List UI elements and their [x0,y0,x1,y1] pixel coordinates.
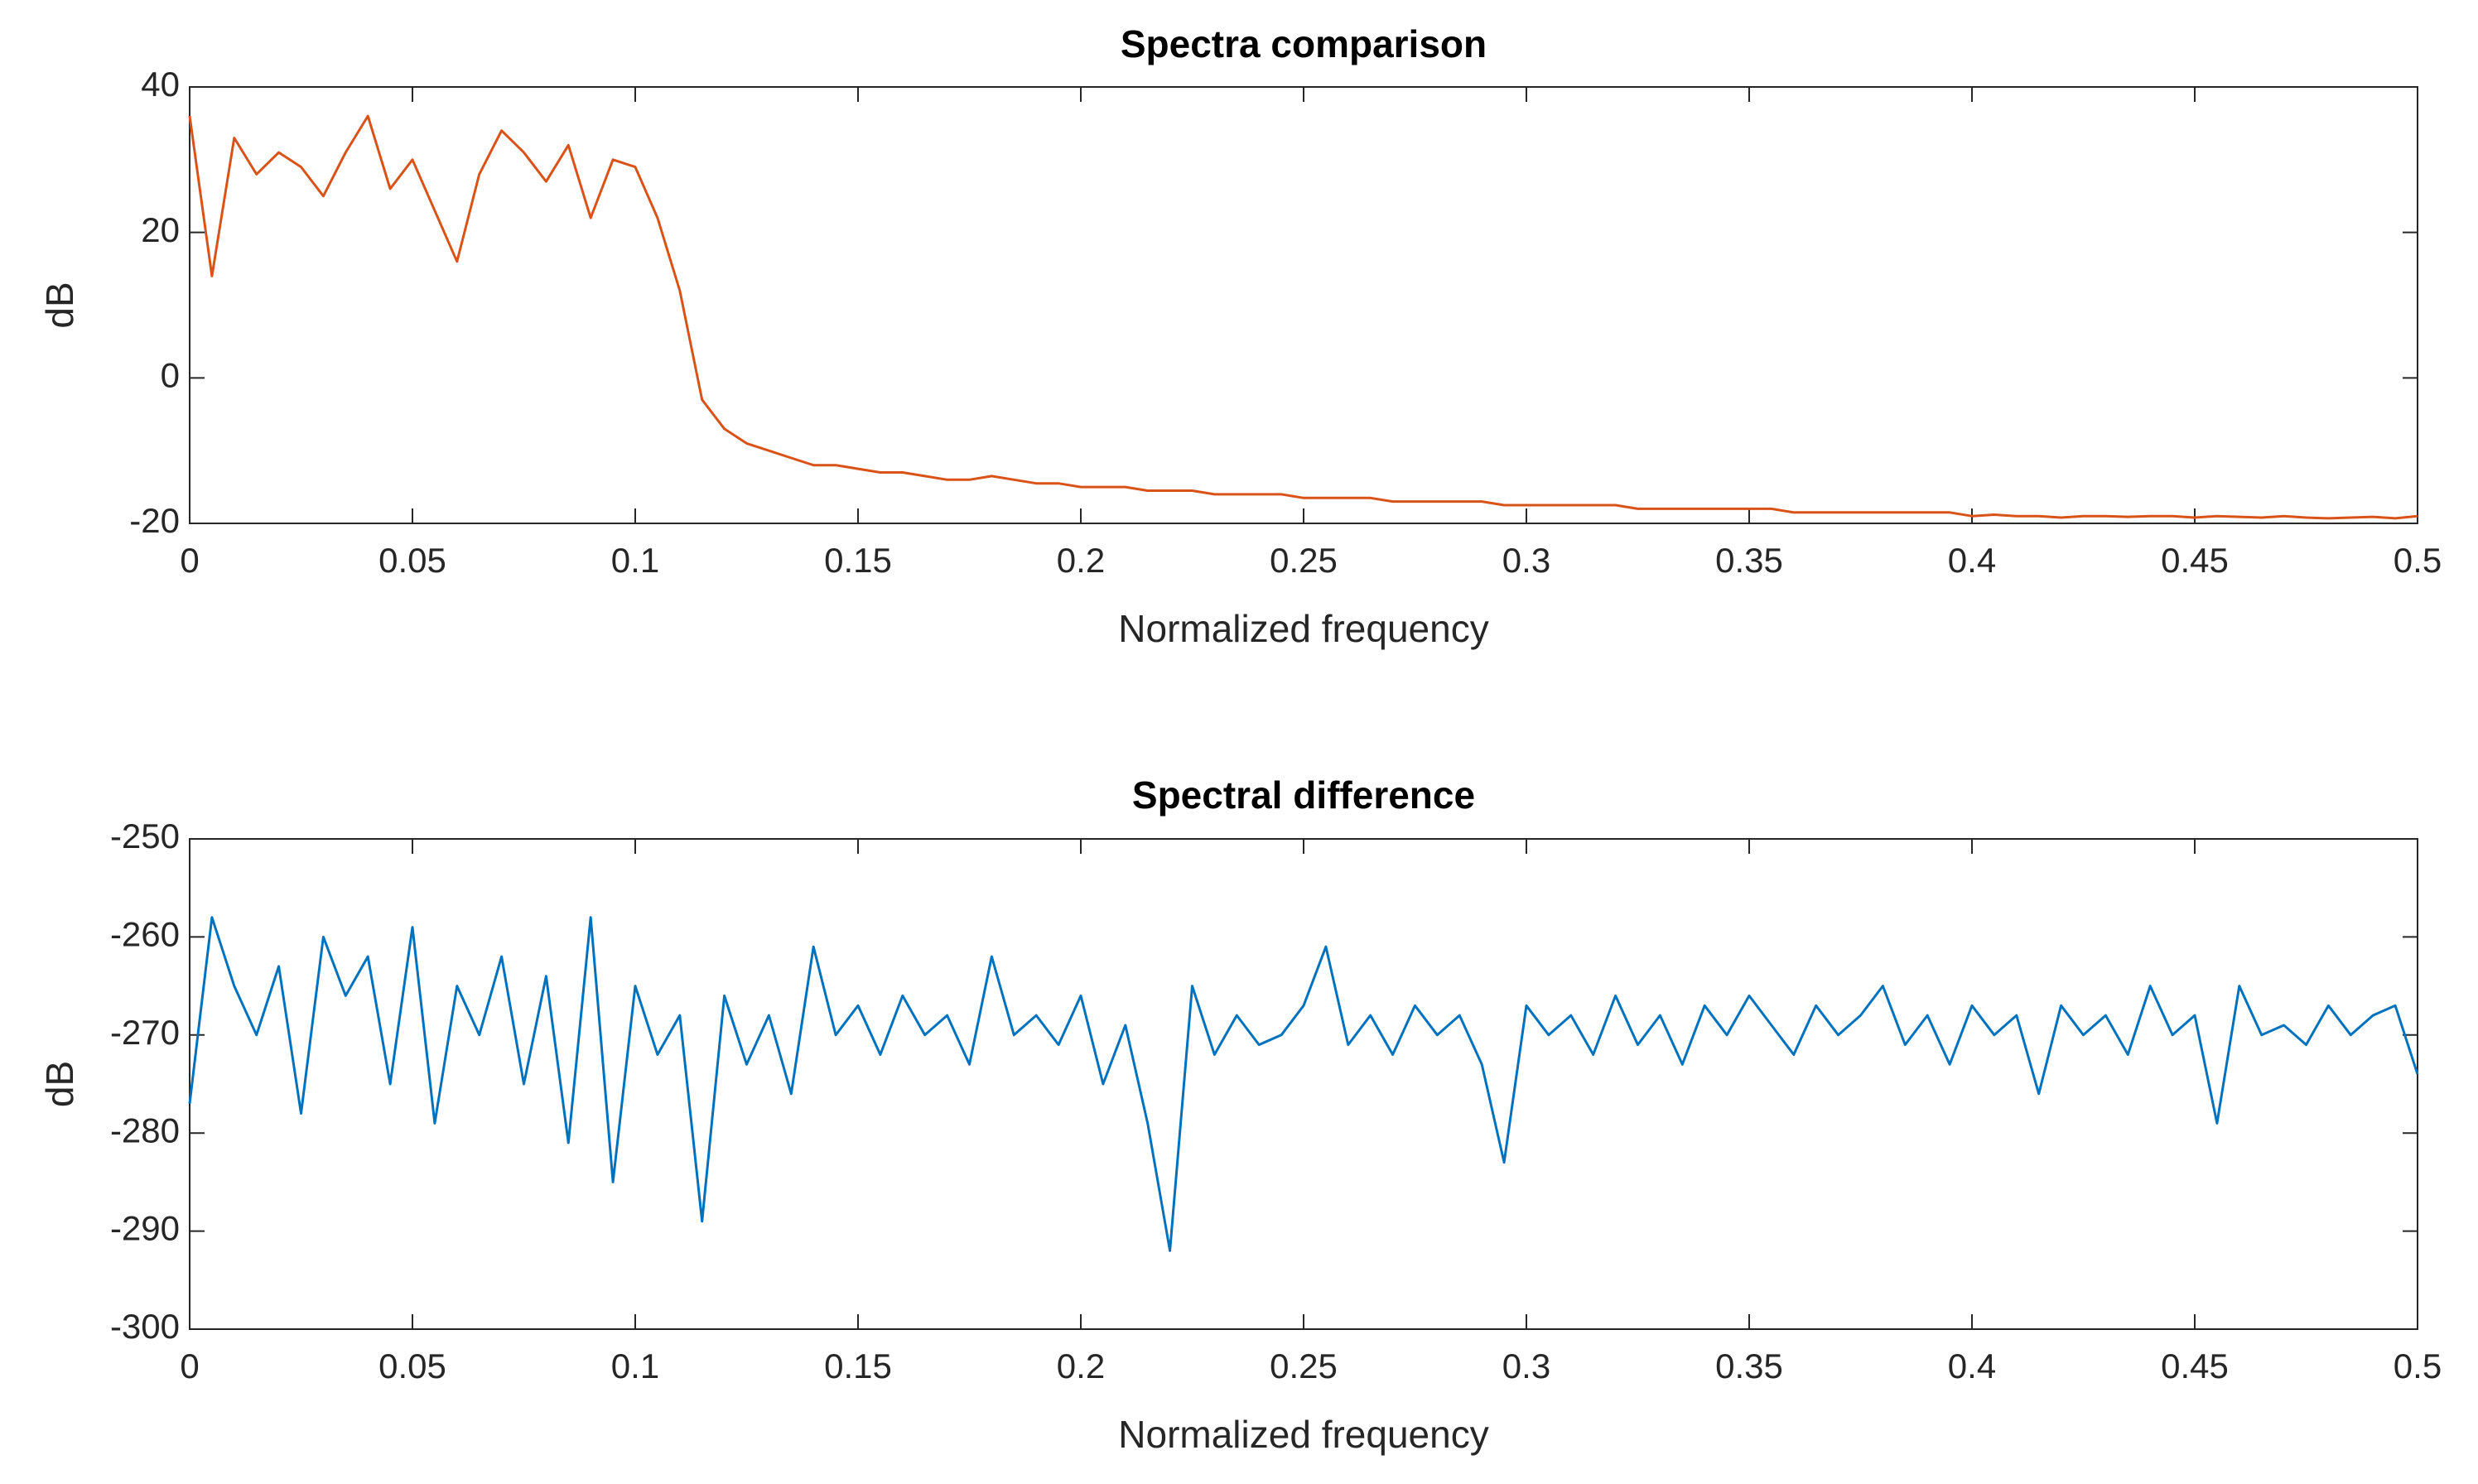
x-tick-label: 0.4 [1948,541,1996,580]
x-tick-label: 0 [180,541,199,580]
x-tick-label: 0.2 [1057,541,1105,580]
x-tick-label: 0.5 [2394,541,2442,580]
x-axis-label: Normalized frequency [1118,1413,1488,1456]
y-tick-label: -250 [110,817,180,855]
x-tick-label: 0.15 [824,1347,892,1385]
x-tick-label: 0.2 [1057,1347,1105,1385]
chart-title: Spectra comparison [1121,22,1487,65]
x-tick-label: 0.35 [1715,1347,1783,1385]
y-tick-label: -20 [129,501,180,540]
y-axis-label: dB [38,1061,81,1107]
x-tick-label: 0.05 [378,1347,446,1385]
y-tick-label: 20 [141,210,180,249]
x-tick-label: 0.25 [1270,1347,1338,1385]
x-tick-label: 0.1 [611,1347,659,1385]
y-tick-label: -290 [110,1209,180,1248]
data-line [188,916,2419,1252]
y-tick-label: 0 [161,355,180,394]
x-tick-label: 0.15 [824,541,892,580]
x-tick-label: 0.1 [611,541,659,580]
x-tick-label: 0.45 [2161,541,2229,580]
x-tick-label: 0.05 [378,541,446,580]
chart-title: Spectral difference [1132,773,1475,817]
subplot: Spectra comparison Normalized frequency dB… [38,22,2442,650]
x-tick-label: 0.4 [1948,1347,1996,1385]
y-axis-label: dB [38,282,81,328]
y-tick-label: 40 [141,65,180,104]
x-tick-label: 0.45 [2161,1347,2229,1385]
x-tick-label: 0.3 [1502,1347,1550,1385]
x-tick-label: 0 [180,1347,199,1385]
y-tick-label: -270 [110,1013,180,1052]
subplot: Spectral difference Normalized frequency d… [38,773,2442,1456]
y-tick-label: -260 [110,914,180,953]
x-tick-label: 0.5 [2394,1347,2442,1385]
x-axis-label: Normalized frequency [1118,607,1488,650]
x-tick-label: 0.3 [1502,541,1550,580]
plot-area [189,838,2418,1330]
y-tick-label: -280 [110,1111,180,1149]
x-tick-label: 0.25 [1270,541,1338,580]
y-tick-label: -300 [110,1307,180,1346]
x-tick-label: 0.35 [1715,541,1783,580]
data-line [188,114,2418,520]
plot-area [189,86,2418,524]
